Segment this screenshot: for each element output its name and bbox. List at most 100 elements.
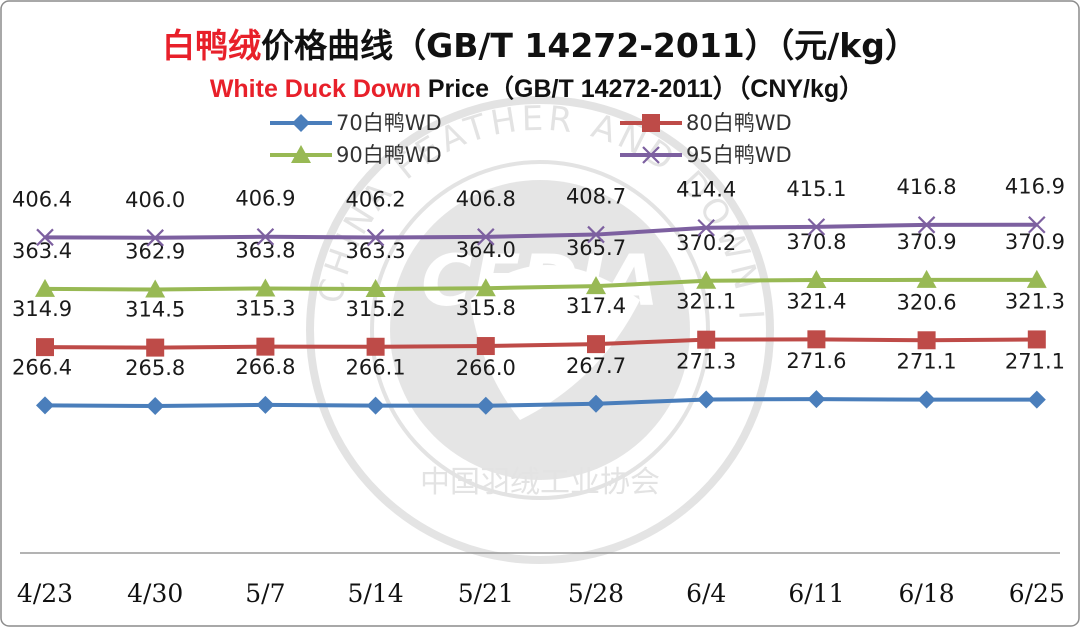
data-point xyxy=(917,331,936,350)
data-point xyxy=(475,278,496,297)
legend-label: 95白鸭WD xyxy=(686,143,792,167)
data-label: 408.7 xyxy=(566,185,626,209)
series-line xyxy=(44,222,1037,240)
data-label: 315.3 xyxy=(235,297,295,321)
series-line xyxy=(44,337,1037,350)
data-point xyxy=(256,337,275,356)
legend-marker xyxy=(291,145,311,163)
data-label: 315.8 xyxy=(456,296,516,320)
data-point xyxy=(145,279,166,298)
series: 363.4 362.9 363.8 363.3 364.0 365.7 370.2 370.8… xyxy=(12,230,1065,298)
data-point xyxy=(366,228,385,247)
data-label: 406.0 xyxy=(125,188,185,212)
chart-title-en-highlight: White Duck Down xyxy=(210,75,421,103)
data-label: 370.9 xyxy=(1005,230,1065,254)
data-label: 416.9 xyxy=(1005,175,1065,199)
series: 406.4 406.0 406.9 406.2 406.8 408.7 414.4 415.1… xyxy=(12,175,1065,247)
data-label: 415.1 xyxy=(786,177,846,201)
watermark-logo-text: CFDIA xyxy=(421,240,659,322)
chart-title-en: White Duck Down Price（GB/T 14272-2011）（C… xyxy=(210,74,864,103)
data-point xyxy=(477,228,495,246)
data-point xyxy=(255,278,276,297)
data-point xyxy=(366,337,385,356)
data-point xyxy=(256,395,275,414)
watermark-cn-text: 中国羽绒工业协会 xyxy=(420,465,660,500)
data-point xyxy=(697,218,715,237)
legend-label: 90白鸭WD xyxy=(336,143,442,167)
data-point xyxy=(146,229,164,247)
data-label: 370.9 xyxy=(897,230,957,254)
data-label: 363.4 xyxy=(12,239,72,263)
legend-item: 95白鸭WD xyxy=(620,143,792,167)
legend-item: 90白鸭WD xyxy=(270,143,442,167)
x-tick-label: 5/14 xyxy=(348,579,404,608)
data-point xyxy=(35,278,55,297)
data-label: 363.8 xyxy=(235,238,295,262)
data-point xyxy=(146,338,165,357)
data-point xyxy=(476,396,495,415)
data-point xyxy=(1028,215,1046,234)
data-point xyxy=(806,270,827,289)
series-line xyxy=(44,277,1037,292)
data-label: 271.3 xyxy=(676,349,736,373)
data-point xyxy=(696,270,717,289)
data-point xyxy=(807,390,826,409)
data-label: 266.1 xyxy=(346,356,406,380)
chart-title-en-rest: Price（GB/T 14272-2011）（CNY/kg） xyxy=(421,74,864,103)
legend-marker xyxy=(292,114,310,132)
data-label: 320.6 xyxy=(897,290,957,314)
data-label: 265.8 xyxy=(125,356,185,380)
data-point xyxy=(146,397,165,416)
data-label: 406.2 xyxy=(346,188,406,212)
legend: 70白鸭WD 80白鸭WD 90白鸭WD 95白鸭WD xyxy=(270,111,792,167)
legend-marker xyxy=(642,146,660,164)
data-point xyxy=(365,279,386,298)
series-line xyxy=(44,397,1037,409)
data-point xyxy=(586,276,606,295)
data-label: 271.6 xyxy=(786,349,846,373)
data-label: 271.1 xyxy=(1005,350,1065,374)
data-label: 321.3 xyxy=(1005,289,1065,313)
data-point xyxy=(1027,330,1046,349)
legend-item: 70白鸭WD xyxy=(270,111,442,135)
plot-area: 266.4 265.8 266.8 266.1 266.0 267.7 271.3 271.6… xyxy=(12,175,1065,416)
data-point xyxy=(587,225,605,244)
data-label: 406.9 xyxy=(235,187,295,211)
data-label: 364.0 xyxy=(456,238,516,262)
data-point xyxy=(917,390,936,409)
data-point xyxy=(366,396,385,415)
data-label: 406.4 xyxy=(12,187,72,211)
x-tick-label: 6/11 xyxy=(788,579,844,608)
x-tick-label: 6/4 xyxy=(686,579,726,608)
data-point xyxy=(1027,390,1046,409)
data-point xyxy=(587,335,605,354)
data-label: 321.4 xyxy=(786,289,846,313)
data-point xyxy=(916,269,937,288)
data-label: 406.8 xyxy=(456,187,516,211)
data-point xyxy=(36,396,54,415)
x-tick-label: 5/7 xyxy=(245,579,285,608)
legend-marker xyxy=(642,114,660,132)
data-point xyxy=(36,228,54,247)
chart-title-cn: 白鸭绒价格曲线（GB/T 14272-2011）（元/kg） xyxy=(162,26,918,65)
legend-item: 80白鸭WD xyxy=(620,111,792,135)
data-label: 266.0 xyxy=(456,356,516,380)
data-label: 416.8 xyxy=(897,175,957,199)
x-tick-label: 5/21 xyxy=(458,579,514,608)
data-label: 266.4 xyxy=(12,355,72,379)
x-tick-label: 6/25 xyxy=(1009,579,1065,608)
data-label: 271.1 xyxy=(897,350,957,374)
data-label: 317.4 xyxy=(566,294,626,318)
data-point xyxy=(1026,269,1047,288)
data-label: 314.5 xyxy=(125,298,185,322)
data-label: 370.8 xyxy=(786,230,846,254)
data-point xyxy=(807,218,826,236)
chart-title-cn-highlight: 白鸭绒 xyxy=(162,26,261,65)
x-tick-label: 4/30 xyxy=(127,579,183,608)
legend-label: 70白鸭WD xyxy=(336,111,442,135)
data-point xyxy=(36,338,54,357)
data-label: 414.4 xyxy=(676,178,736,202)
x-tick-label: 4/23 xyxy=(17,579,73,608)
